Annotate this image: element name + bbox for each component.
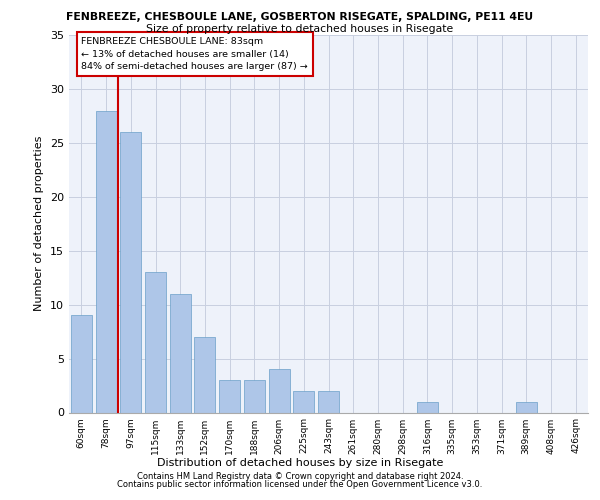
Bar [318,391,339,412]
Bar [95,110,116,412]
Text: FENBREEZE CHESBOULE LANE: 83sqm
← 13% of detached houses are smaller (14)
84% of: FENBREEZE CHESBOULE LANE: 83sqm ← 13% of… [82,37,308,71]
Bar [71,316,92,412]
Bar [170,294,191,412]
Y-axis label: Number of detached properties: Number of detached properties [34,136,44,312]
Bar [244,380,265,412]
Bar [293,391,314,412]
Bar [120,132,141,412]
Text: Size of property relative to detached houses in Risegate: Size of property relative to detached ho… [146,24,454,34]
Bar [417,402,438,412]
Bar [219,380,240,412]
Text: Contains HM Land Registry data © Crown copyright and database right 2024.: Contains HM Land Registry data © Crown c… [137,472,463,481]
Text: Distribution of detached houses by size in Risegate: Distribution of detached houses by size … [157,458,443,468]
Text: Contains public sector information licensed under the Open Government Licence v3: Contains public sector information licen… [118,480,482,489]
Text: FENBREEZE, CHESBOULE LANE, GOSBERTON RISEGATE, SPALDING, PE11 4EU: FENBREEZE, CHESBOULE LANE, GOSBERTON RIS… [67,12,533,22]
Bar [194,337,215,412]
Bar [516,402,537,412]
Bar [269,370,290,412]
Bar [145,272,166,412]
